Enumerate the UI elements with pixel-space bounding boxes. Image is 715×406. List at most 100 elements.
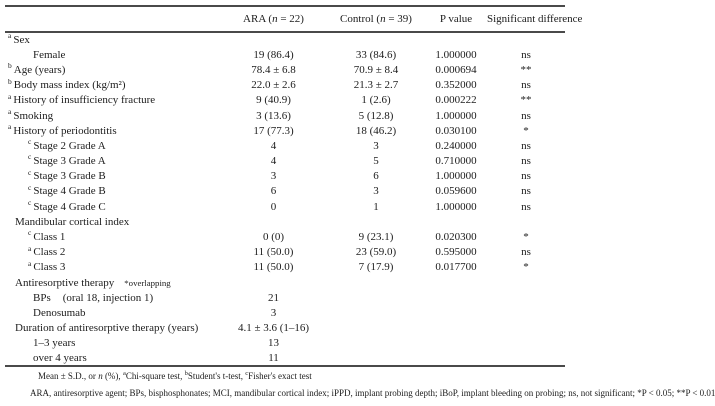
cell-significance: ns — [521, 185, 531, 198]
row-label-cell: a Sex — [5, 32, 220, 47]
cell-significance — [487, 336, 565, 351]
row-label-cell: c Stage 3 Grade A — [5, 153, 220, 169]
cell-p-value: 0.240000 — [435, 139, 477, 152]
cell-p-value: 0.352000 — [435, 79, 477, 92]
footnote-marker: a — [8, 91, 12, 101]
table-row: Duration of antiresorptive therapy (year… — [5, 321, 565, 336]
cell-significance — [487, 321, 565, 336]
row-label-cell: Mandibular cortical index — [5, 214, 220, 229]
cell-control-value — [327, 351, 425, 366]
cell-ara-value: 4 — [270, 155, 277, 168]
row-label: Antiresorptive therapy — [15, 276, 115, 289]
cell-ara-value: 19 (86.4) — [253, 48, 294, 61]
cell-significance: * — [523, 124, 529, 137]
row-label: Sex — [13, 34, 30, 47]
cell-p-value — [425, 32, 487, 47]
row-label: Stage 2 Grade A — [33, 139, 106, 152]
footnote-marker: a — [8, 122, 12, 132]
table-row: a History of insufficiency fracture 9 (40.… — [5, 91, 565, 108]
row-label: Stage 4 Grade B — [33, 185, 106, 198]
table-row: c Stage 4 Grade B 6 3 0.059600 ns — [5, 184, 565, 199]
footnote-abbreviations: ARA, antiresorptive agent; BPs, bisphosp… — [30, 388, 715, 398]
cell-control-value — [327, 275, 425, 290]
cell-ara-value: 4 — [270, 139, 277, 152]
row-label: Stage 3 Grade A — [33, 155, 106, 168]
table-row: a History of periodontitis 17 (77.3) 18 (46… — [5, 123, 565, 138]
header-row: ARA (n = 22) Control (n = 39) P value Si… — [5, 6, 582, 33]
table-row: a Sex — [5, 32, 565, 47]
cell-p-value — [425, 351, 487, 366]
row-label-cell: Denosumab — [5, 305, 220, 320]
table-row: 1–3 years 13 — [5, 336, 565, 351]
footnote-sup-c: c — [245, 370, 249, 377]
comparison-table: ARA (n = 22) Control (n = 39) P value Si… — [5, 5, 582, 368]
cell-significance: * — [523, 231, 529, 244]
cell-p-value: 1.000000 — [435, 200, 477, 213]
cell-significance: ns — [521, 200, 531, 213]
header-ara-count: = 22) — [277, 13, 304, 25]
row-label-cell: c Stage 4 Grade C — [5, 199, 220, 214]
header-control-n-italic: n — [380, 13, 386, 25]
header-ara-text: ARA ( — [243, 13, 273, 25]
cell-ara-value: 3 — [270, 306, 277, 319]
cell-significance: ns — [521, 109, 531, 122]
row-label: over 4 years — [33, 352, 87, 365]
row-label: Smoking — [13, 109, 54, 122]
row-note: *overlapping — [124, 277, 171, 288]
table-row: Female 19 (86.4) 33 (84.6) 1.000000 ns — [5, 47, 565, 62]
cell-control-value: 3 — [373, 139, 379, 152]
row-label: History of insufficiency fracture — [13, 94, 156, 107]
table-row: over 4 years 11 — [5, 351, 565, 366]
cell-ara-value: 6 — [270, 185, 277, 198]
footnote-sup-b: b — [184, 370, 188, 377]
cell-p-value — [425, 290, 487, 305]
footnote-marker: a — [8, 31, 12, 41]
table-row: Denosumab 3 — [5, 305, 565, 320]
table-row: BPs (oral 18, injection 1) 21 — [5, 290, 565, 305]
cell-significance: ns — [521, 139, 531, 152]
row-label-cell: 1–3 years — [5, 336, 220, 351]
cell-significance: ** — [520, 63, 532, 76]
header-ara: ARA (n = 22) — [220, 6, 327, 33]
cell-p-value: 1.000000 — [435, 48, 477, 61]
table-row: Antiresorptive therapy *overlapping — [5, 275, 565, 290]
row-label-cell: a History of periodontitis — [5, 123, 220, 138]
row-label-cell: a Class 2 — [5, 243, 220, 260]
cell-control-value — [327, 305, 425, 320]
footnote-marker: a — [8, 106, 12, 116]
cell-control-value: 5 — [373, 155, 379, 168]
cell-p-value: 0.000222 — [435, 94, 477, 107]
footnote-chi-square: Chi-square test, — [125, 371, 185, 381]
table-row: c Stage 4 Grade C 0 1 1.000000 ns — [5, 199, 565, 214]
header-ara-n-italic: n — [272, 13, 278, 25]
cell-control-value — [327, 321, 425, 336]
cell-ara-value: 11 (50.0) — [253, 246, 294, 259]
cell-control-value: 7 (17.9) — [358, 261, 394, 274]
cell-control-value — [327, 290, 425, 305]
cell-ara-value: 11 (50.0) — [253, 261, 294, 274]
row-label-cell: c Class 1 — [5, 229, 220, 244]
cell-p-value: 0.595000 — [435, 246, 477, 259]
footnotes: Mean ± S.D., or n (%), aChi-square test,… — [30, 370, 715, 400]
table-row: b Age (years) 78.4 ± 6.8 70.9 ± 8.4 0.000694… — [5, 62, 565, 77]
cell-control-value: 70.9 ± 8.4 — [353, 63, 399, 76]
cell-p-value — [425, 214, 487, 229]
cell-ara-value: 78.4 ± 6.8 — [251, 63, 296, 76]
cell-ara-value: 13 — [268, 337, 279, 350]
cell-significance — [487, 32, 565, 47]
footnote-marker: a — [28, 243, 32, 253]
row-label-cell: Antiresorptive therapy *overlapping — [5, 275, 220, 290]
table-row: a Smoking 3 (13.6) 5 (12.8) 1.000000 ns — [5, 108, 565, 123]
footnote-mean-sd: Mean ± S.D., or — [38, 371, 99, 381]
row-label-cell: c Stage 3 Grade B — [5, 168, 220, 184]
row-label-cell: Female — [5, 47, 220, 62]
header-label-column — [5, 6, 220, 33]
row-label: Class 1 — [33, 231, 66, 244]
cell-significance — [487, 290, 565, 305]
cell-ara-value — [220, 275, 327, 290]
table-header: ARA (n = 22) Control (n = 39) P value Si… — [5, 6, 582, 33]
cell-significance: * — [523, 261, 529, 274]
cell-control-value — [327, 336, 425, 351]
cell-p-value: 0.020300 — [435, 231, 477, 244]
cell-control-value: 9 (23.1) — [358, 231, 394, 244]
